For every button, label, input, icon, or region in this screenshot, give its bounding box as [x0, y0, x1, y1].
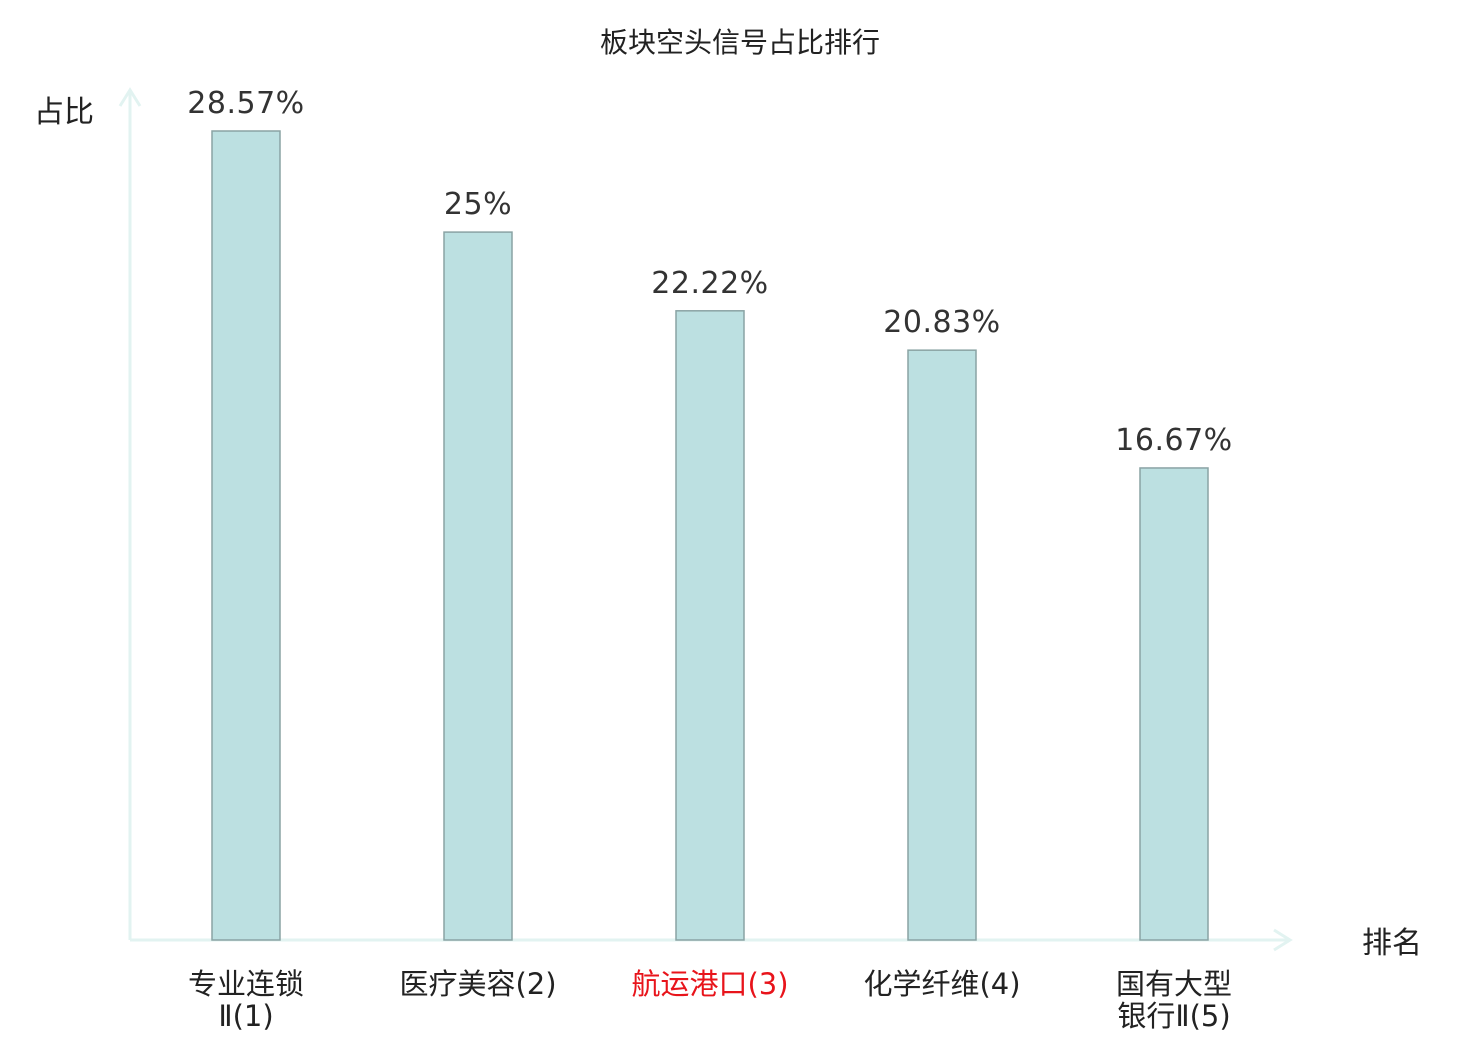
chart-title: 板块空头信号占比排行 [600, 26, 880, 59]
category-label: 化学纤维(4) [863, 967, 1020, 1001]
category-label: 国有大型 [1116, 967, 1232, 1001]
category-label: 银行Ⅱ(5) [1117, 999, 1230, 1033]
y-axis-arrow-icon [118, 87, 142, 107]
bar [1139, 467, 1209, 941]
value-label: 16.67% [1115, 423, 1232, 458]
bar [907, 349, 977, 941]
bar [675, 310, 745, 941]
x-axis-arrow-icon [1273, 928, 1293, 952]
bar [211, 130, 281, 941]
x-axis-label: 排名 [1362, 926, 1422, 961]
category-label: 专业连锁 [188, 967, 304, 1001]
bars [211, 130, 1209, 941]
y-axis-label: 占比 [34, 95, 94, 130]
value-label: 20.83% [883, 305, 1000, 340]
value-labels: 28.57% 25% 22.22% 20.83% 16.67% [187, 86, 1232, 458]
category-label: Ⅱ(1) [218, 999, 273, 1033]
category-label: 航运港口(3) [631, 967, 788, 1001]
value-label: 25% [444, 187, 512, 222]
value-label: 22.22% [651, 266, 768, 301]
value-label: 28.57% [187, 86, 304, 121]
bar [443, 231, 513, 941]
category-label: 医疗美容(2) [399, 967, 556, 1001]
